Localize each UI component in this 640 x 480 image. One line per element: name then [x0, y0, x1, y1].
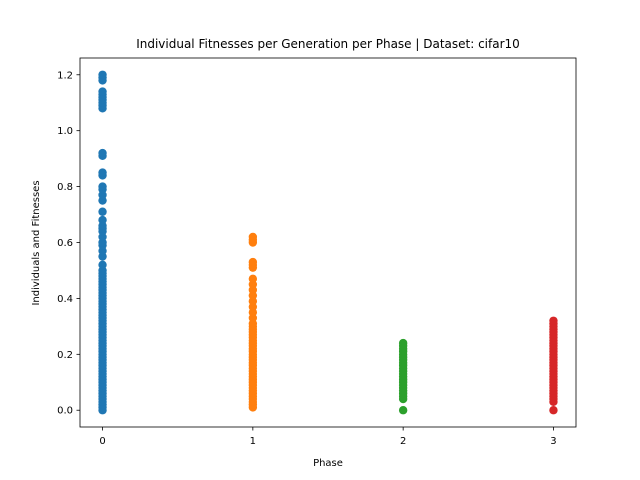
- y-axis: 0.0 0.2 0.4 0.6 0.8 1.0 1.2: [57, 70, 80, 417]
- data-point: [398, 338, 408, 348]
- y-tick-label: 0.8: [57, 182, 73, 193]
- data-point: [98, 168, 107, 177]
- data-point: [549, 316, 558, 325]
- plot-area: [79, 57, 577, 428]
- x-tick-label: 3: [550, 436, 556, 447]
- data-point: [549, 406, 558, 415]
- data-point: [398, 406, 408, 415]
- data-point: [98, 215, 107, 225]
- y-tick-label: 0.2: [57, 350, 73, 361]
- x-axis: 0 1 2 3: [99, 427, 557, 447]
- y-tick-label: 0.6: [57, 238, 73, 249]
- data-point: [98, 260, 107, 270]
- x-tick-label: 1: [250, 436, 256, 447]
- y-tick-label: 1.2: [57, 70, 73, 81]
- y-tick-label: 0.4: [57, 294, 73, 305]
- series-phase-0: [98, 70, 107, 415]
- x-tick-label: 2: [400, 436, 406, 447]
- y-axis-title: Individuals and Fitnesses: [31, 180, 42, 305]
- x-tick-label: 0: [99, 436, 105, 447]
- data-points: [98, 70, 558, 415]
- data-point: [98, 87, 107, 96]
- data-point: [98, 207, 107, 216]
- y-tick-label: 0.0: [57, 406, 73, 417]
- x-axis-title: Phase: [313, 458, 343, 469]
- data-point: [248, 274, 258, 284]
- series-phase-1: [248, 232, 258, 412]
- plot-frame: [80, 58, 576, 427]
- data-point: [98, 70, 107, 79]
- data-point: [248, 232, 258, 242]
- data-point: [98, 182, 107, 191]
- y-tick-label: 1.0: [57, 126, 73, 137]
- chart-title: Individual Fitnesses per Generation per …: [136, 37, 520, 51]
- data-point: [98, 148, 107, 158]
- series-phase-2: [398, 338, 408, 415]
- series-phase-3: [549, 316, 558, 415]
- data-point: [248, 257, 258, 267]
